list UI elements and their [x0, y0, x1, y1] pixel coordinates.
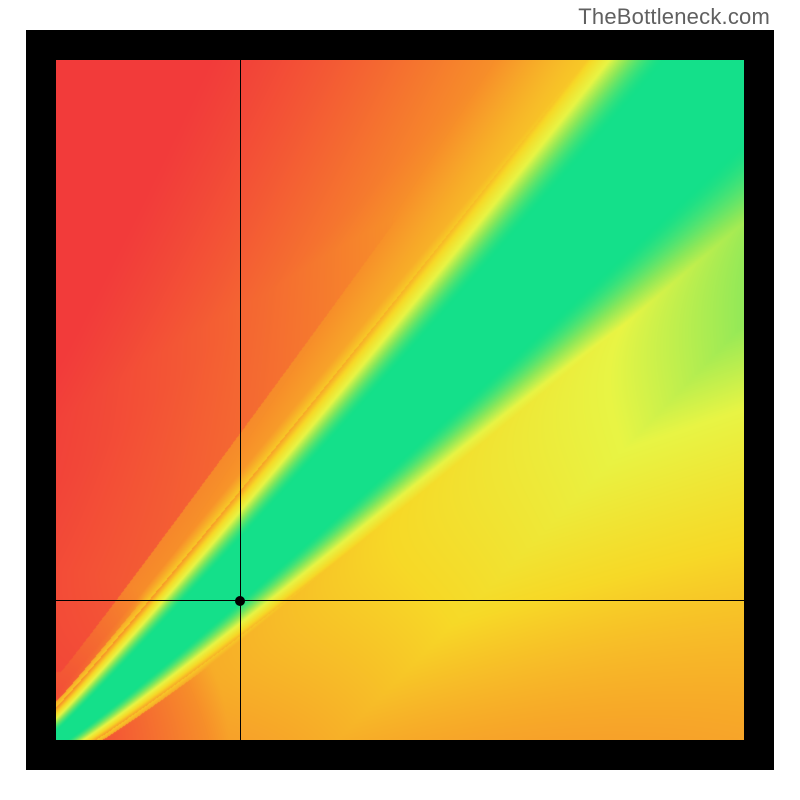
watermark-text: TheBottleneck.com [578, 4, 770, 30]
chart-container: TheBottleneck.com [0, 0, 800, 800]
selection-marker [235, 596, 245, 606]
bottleneck-heatmap [56, 60, 744, 740]
crosshair-vertical [240, 60, 241, 740]
crosshair-horizontal [56, 600, 744, 601]
